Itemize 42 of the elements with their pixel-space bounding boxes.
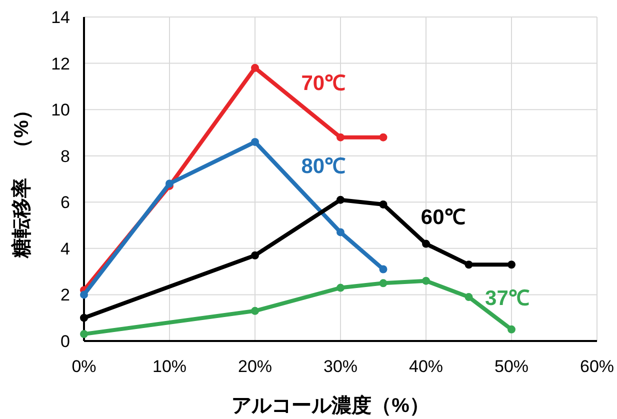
point xyxy=(464,293,473,302)
series-label: 70℃ xyxy=(301,72,346,95)
y-tick-label: 8 xyxy=(60,146,70,166)
point xyxy=(336,228,344,236)
point xyxy=(80,290,88,299)
y-tick-label: 10 xyxy=(51,100,70,120)
point xyxy=(336,196,344,204)
x-tick-label: 10% xyxy=(152,357,187,376)
y-tick-label: 0 xyxy=(60,332,70,351)
point xyxy=(464,260,473,269)
x-tick-label: 20% xyxy=(238,357,272,376)
y-axis-title: 糖転移率 （%） xyxy=(10,100,33,259)
y-tick-label: 14 xyxy=(51,8,70,27)
point xyxy=(336,133,344,142)
point xyxy=(336,284,344,292)
y-tick-label: 2 xyxy=(60,286,70,305)
point xyxy=(379,279,388,288)
point xyxy=(80,330,88,338)
point xyxy=(508,325,516,334)
point xyxy=(508,260,516,269)
series-label: 80℃ xyxy=(301,155,346,178)
point xyxy=(422,240,430,248)
point xyxy=(80,314,88,322)
x-tick-label: 0% xyxy=(72,357,96,376)
point xyxy=(251,251,259,260)
series-label: 37℃ xyxy=(485,287,530,310)
x-tick-label: 60% xyxy=(580,357,614,376)
x-tick-label: 50% xyxy=(494,357,529,376)
y-tick-label: 4 xyxy=(60,239,70,258)
x-tick-label: 30% xyxy=(323,357,358,376)
point xyxy=(251,138,259,146)
point xyxy=(379,200,388,208)
point xyxy=(422,276,430,285)
point xyxy=(379,265,388,274)
series-label: 60℃ xyxy=(420,206,466,230)
x-axis-title: アルコール濃度（%） xyxy=(232,394,430,417)
y-tick-label: 12 xyxy=(51,54,70,74)
y-tick-label: 6 xyxy=(60,193,70,212)
point xyxy=(251,64,259,72)
point xyxy=(379,133,388,142)
x-tick-label: 40% xyxy=(408,357,444,376)
point xyxy=(251,306,259,315)
